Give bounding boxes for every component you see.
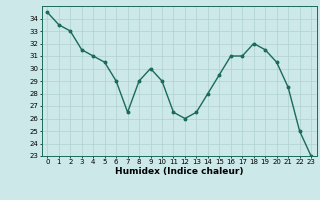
X-axis label: Humidex (Indice chaleur): Humidex (Indice chaleur) [115, 167, 244, 176]
